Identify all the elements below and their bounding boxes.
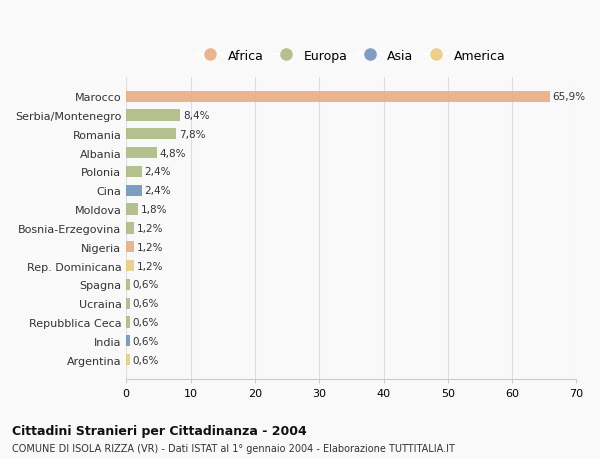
Text: 0,6%: 0,6% bbox=[133, 336, 159, 346]
Bar bbox=[126, 241, 134, 253]
Text: 1,2%: 1,2% bbox=[137, 224, 163, 233]
Text: 4,8%: 4,8% bbox=[160, 148, 186, 158]
Text: 7,8%: 7,8% bbox=[179, 129, 205, 140]
Bar bbox=[126, 91, 550, 103]
Bar bbox=[126, 279, 130, 291]
Bar bbox=[126, 336, 130, 347]
Text: 2,4%: 2,4% bbox=[144, 186, 171, 196]
Bar bbox=[126, 298, 130, 309]
Bar bbox=[126, 260, 134, 272]
Text: Cittadini Stranieri per Cittadinanza - 2004: Cittadini Stranieri per Cittadinanza - 2… bbox=[12, 424, 307, 437]
Text: 65,9%: 65,9% bbox=[553, 92, 586, 102]
Text: COMUNE DI ISOLA RIZZA (VR) - Dati ISTAT al 1° gennaio 2004 - Elaborazione TUTTIT: COMUNE DI ISOLA RIZZA (VR) - Dati ISTAT … bbox=[12, 443, 455, 453]
Text: 1,2%: 1,2% bbox=[137, 261, 163, 271]
Bar bbox=[126, 317, 130, 328]
Bar bbox=[126, 185, 142, 196]
Bar bbox=[126, 204, 138, 215]
Bar bbox=[126, 148, 157, 159]
Text: 1,8%: 1,8% bbox=[140, 205, 167, 215]
Text: 0,6%: 0,6% bbox=[133, 298, 159, 308]
Bar bbox=[126, 129, 176, 140]
Legend: Africa, Europa, Asia, America: Africa, Europa, Asia, America bbox=[193, 45, 510, 67]
Text: 8,4%: 8,4% bbox=[183, 111, 209, 121]
Bar bbox=[126, 354, 130, 365]
Bar bbox=[126, 167, 142, 178]
Text: 0,6%: 0,6% bbox=[133, 280, 159, 290]
Text: 0,6%: 0,6% bbox=[133, 317, 159, 327]
Bar bbox=[126, 223, 134, 234]
Text: 1,2%: 1,2% bbox=[137, 242, 163, 252]
Text: 2,4%: 2,4% bbox=[144, 167, 171, 177]
Bar bbox=[126, 110, 180, 121]
Text: 0,6%: 0,6% bbox=[133, 355, 159, 365]
